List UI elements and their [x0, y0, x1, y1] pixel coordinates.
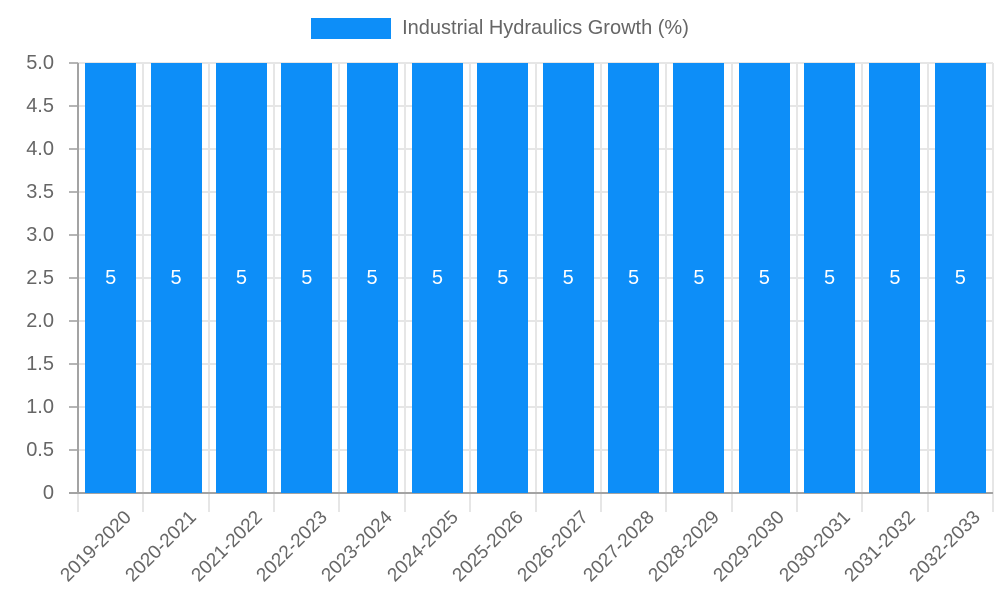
bar-value-label: 5: [105, 267, 117, 289]
y-tick-label: 3.0: [26, 224, 54, 246]
y-tick-label: 1.0: [26, 396, 54, 418]
bar-value-label: 5: [693, 267, 705, 289]
x-gridline: [730, 63, 733, 512]
y-tick-label: 1.5: [26, 353, 54, 375]
bar-value-label: 5: [562, 267, 574, 289]
bar: [804, 63, 856, 493]
y-tick-mark: [69, 191, 78, 193]
x-gridline: [403, 63, 406, 512]
y-tick-label: 4.0: [26, 138, 54, 160]
chart-legend[interactable]: Industrial Hydraulics Growth (%): [0, 17, 1000, 40]
y-tick-mark: [69, 234, 78, 236]
x-gridline: [861, 63, 864, 512]
x-tick-label: 2032-2033: [906, 507, 986, 587]
bar: [673, 63, 725, 493]
y-axis-line: [77, 63, 79, 493]
bar-value-label: 5: [170, 267, 182, 289]
bar-value-label: 5: [954, 267, 966, 289]
y-tick-label: 5.0: [26, 52, 54, 74]
bar: [346, 63, 398, 493]
x-axis-line: [69, 492, 993, 494]
y-tick-label: 4.5: [26, 95, 54, 117]
x-gridline: [599, 63, 602, 512]
x-gridline: [534, 63, 537, 512]
bar-value-label: 5: [824, 267, 836, 289]
bar: [411, 63, 463, 493]
x-gridline: [665, 63, 668, 512]
x-gridline: [469, 63, 472, 512]
x-tick-label: 2024-2025: [383, 507, 463, 587]
bar-value-label: 5: [627, 267, 640, 289]
bar: [738, 63, 790, 493]
y-tick-mark: [69, 320, 78, 322]
bar: [215, 63, 267, 493]
y-tick-label: 2.0: [26, 310, 54, 332]
bar: [85, 63, 137, 493]
legend-label: Industrial Hydraulics Growth (%): [402, 17, 689, 39]
y-tick-label: 0: [42, 482, 54, 504]
bar-value-label: 5: [889, 267, 901, 289]
bar: [150, 63, 202, 493]
y-tick-mark: [69, 449, 78, 451]
x-gridline: [338, 63, 341, 512]
bar-value-label: 5: [366, 267, 378, 289]
x-gridline: [795, 63, 798, 512]
y-tick-mark: [69, 148, 78, 150]
bar: [281, 63, 333, 493]
y-tick-mark: [69, 277, 78, 279]
x-tick-label: 2026-2027: [513, 507, 594, 587]
y-tick-label: 3.5: [26, 181, 54, 203]
bar-value-label: 5: [431, 267, 444, 289]
x-gridline: [926, 63, 929, 512]
bar-value-label: 5: [301, 267, 313, 289]
x-tick-label: 2029-2030: [709, 507, 790, 587]
bar-value-label: 5: [497, 267, 509, 289]
x-tick-label: 2027-2028: [579, 507, 659, 587]
y-tick-mark: [69, 406, 78, 408]
y-tick-label: 2.5: [26, 267, 54, 289]
x-tick-label: 2021-2022: [187, 507, 267, 587]
bar: [869, 63, 921, 493]
x-gridline: [273, 63, 276, 512]
bar: [542, 63, 594, 493]
bar: [934, 63, 986, 493]
y-tick-label: 0.5: [26, 439, 54, 461]
legend-swatch: [311, 18, 392, 39]
y-tick-mark: [69, 105, 78, 107]
bar: [477, 63, 529, 493]
bar-value-label: 5: [235, 267, 247, 289]
y-tick-mark: [69, 62, 78, 64]
x-gridline: [207, 63, 210, 512]
y-tick-mark: [69, 363, 78, 365]
bar: [608, 63, 660, 493]
x-gridline: [992, 63, 994, 512]
x-gridline: [142, 63, 145, 512]
bar-value-label: 5: [758, 267, 770, 289]
